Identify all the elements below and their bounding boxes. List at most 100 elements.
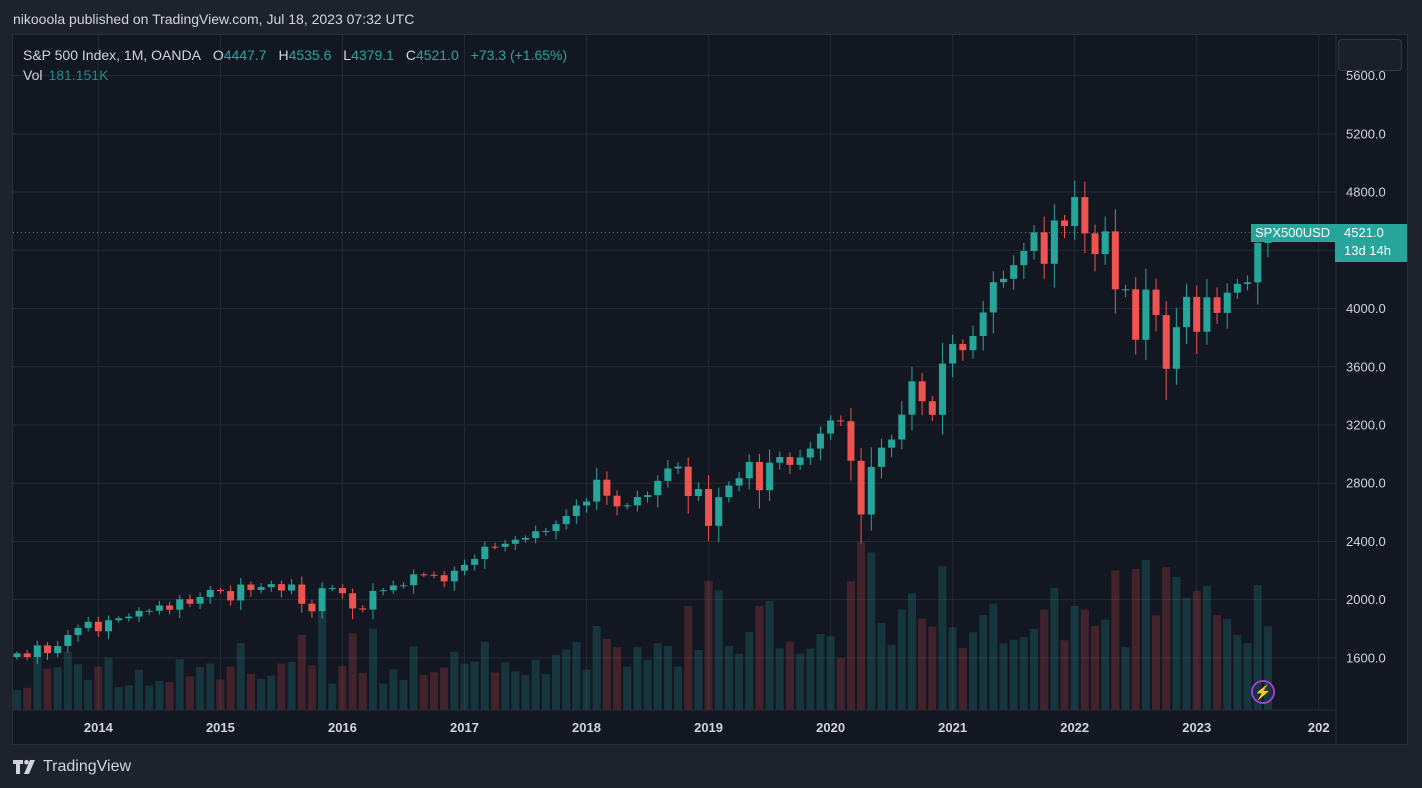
volume-bar (765, 600, 774, 710)
candle-body (420, 574, 428, 576)
chart-pane[interactable]: 1600.0 2000.0 2400.0 2800.0 3200.0 3600.0 4000… (12, 34, 1408, 745)
volume-bar (246, 673, 255, 710)
candle-body (135, 610, 143, 617)
price-tick-label: 2800.0 (1346, 476, 1386, 491)
chart-canvas[interactable]: 1600.0 2000.0 2400.0 2800.0 3200.0 3600.0 4000… (13, 35, 1407, 744)
price-tick-label: 5200.0 (1346, 126, 1386, 141)
volume-value: 181.151K (48, 67, 109, 83)
volume-bar (470, 661, 479, 710)
candle-body (1233, 283, 1241, 293)
candle-body (684, 466, 692, 497)
volume-bar (104, 657, 113, 710)
volume-bar (165, 681, 174, 710)
volume-bar (226, 666, 235, 710)
candle-body (491, 546, 499, 548)
volume-bar (806, 648, 815, 710)
time-tick-label: 2019 (694, 720, 723, 735)
volume-bar (460, 663, 469, 710)
volume-bar (1040, 609, 1049, 710)
volume-bar (1030, 628, 1038, 710)
close-label: C (405, 47, 416, 63)
volume-bar (501, 662, 510, 710)
price-tag-price: 4521.0 (1344, 225, 1384, 240)
volume-bar (735, 653, 744, 710)
candle-body (522, 537, 529, 540)
candle-body (511, 539, 519, 544)
candle-body (593, 479, 601, 502)
candle-body (918, 381, 926, 402)
tradingview-logo-icon[interactable] (13, 759, 39, 775)
volume-bar (318, 611, 327, 710)
volume-bar (724, 645, 733, 710)
volume-bar (1131, 568, 1140, 710)
volume-bar (887, 644, 896, 710)
time-tick-label: 202 (1308, 720, 1330, 735)
volume-bar (714, 590, 723, 710)
candle-body (44, 645, 52, 654)
candle-body (908, 381, 916, 415)
volume-bar (1050, 587, 1059, 710)
price-tick-label: 1600.0 (1346, 650, 1386, 665)
candle-body (1091, 233, 1099, 255)
candle-body (766, 462, 774, 491)
volume-bar (1263, 626, 1272, 710)
candle-body (776, 457, 784, 463)
volume-bar (602, 638, 611, 710)
price-tick-label: 3600.0 (1346, 359, 1386, 374)
candle-body (816, 433, 824, 449)
candle-body (13, 653, 21, 658)
candle-body (1081, 197, 1089, 234)
volume-bar (1233, 634, 1242, 710)
candle-body (603, 479, 611, 496)
candle-body (562, 515, 570, 525)
volume-bar (1162, 567, 1171, 710)
candle-body (359, 608, 367, 610)
volume-bar (1101, 619, 1110, 710)
candle-body (1020, 251, 1028, 266)
candle-body (898, 414, 906, 440)
candle-body (1010, 265, 1018, 279)
candle-body (1071, 197, 1079, 226)
publisher-text: nikooola published on TradingView.com, J… (13, 11, 415, 27)
candle-body (338, 588, 346, 594)
volume-bar (674, 666, 683, 710)
volume-bar (948, 627, 957, 710)
volume-bar (592, 625, 601, 710)
volume-bar (1253, 584, 1262, 710)
candle-body (216, 589, 224, 592)
volume-bar (1070, 605, 1079, 710)
candle-body (725, 485, 733, 498)
volume-bar (521, 675, 530, 710)
volume-bar (663, 646, 672, 710)
price-tag-box: 4521.0 13d 14h (1335, 224, 1407, 262)
volume-bar (684, 605, 693, 710)
candle-body (735, 478, 743, 486)
lightning-icon[interactable]: ⚡ (1251, 680, 1275, 704)
time-tick-label: 2016 (328, 720, 357, 735)
candle-body (379, 590, 387, 592)
volume-bar (928, 626, 937, 710)
brand-name[interactable]: TradingView (43, 758, 132, 775)
symbol-label[interactable]: S&P 500 Index, 1M, OANDA (23, 47, 201, 63)
volume-bar (185, 676, 194, 710)
volume-bar (541, 673, 550, 710)
time-tick-label: 2021 (938, 720, 967, 735)
volume-bar (287, 661, 296, 710)
volume-bar (877, 622, 886, 710)
scale-button[interactable] (1338, 39, 1402, 71)
open-value: 4447.7 (223, 47, 267, 63)
price-tick-label: 2000.0 (1346, 592, 1386, 607)
volume-bar (379, 683, 388, 710)
volume-bar (328, 683, 337, 710)
candle-body (969, 336, 977, 351)
volume-bar (562, 649, 571, 710)
volume-bar (1121, 646, 1130, 710)
candle-body (796, 457, 804, 465)
time-tick-label: 2018 (572, 720, 601, 735)
time-tick-label: 2023 (1182, 720, 1211, 735)
candle-body (1244, 282, 1252, 284)
volume-bar (1111, 570, 1120, 710)
candle-body (654, 480, 662, 496)
candle-body (94, 621, 102, 632)
candle-body (440, 575, 448, 582)
